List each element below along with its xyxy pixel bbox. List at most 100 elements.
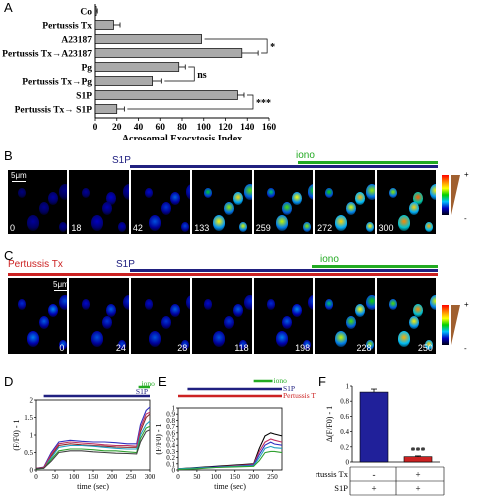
x-tick-label: 0 [34,473,38,481]
y-tick-label-f: 0.8 [340,398,349,406]
cell-spot [160,202,171,215]
s1p-bar-c [130,269,438,272]
scale-minus-b: - [464,214,467,223]
image-frame: 24 [69,278,131,354]
bar [94,76,153,86]
time-label: 133 [194,223,210,233]
cell-spot [398,215,411,231]
cell-spot [334,215,347,231]
cell-spot [266,299,275,310]
cell-spot [145,299,154,310]
significance-bracket [204,38,268,54]
bar [94,90,238,100]
iono-label-e: iono [274,376,288,385]
cell-spot [429,184,436,200]
cell-spot [59,222,68,233]
significance-f: *** [411,446,426,457]
iono-bar-c [312,265,438,268]
cell-spot [276,331,289,348]
y-tick-label: 0.2 [166,454,175,462]
cell-spot [145,188,154,199]
time-label: 28 [177,343,188,353]
data-series [35,429,151,470]
y-tick-label: 1 [172,405,176,413]
time-label: 118 [234,343,249,353]
x-axis-label: time (sec) [214,482,246,491]
cell-spot [345,316,356,329]
cell-spot [424,339,433,351]
cell-spot [291,192,302,205]
cell-spot [149,215,162,231]
x-tick-label-a: 60 [156,123,166,133]
cell-spot [409,202,420,215]
cell-spot [276,215,289,231]
cell-spot [203,299,212,310]
y-tick-label-f: 1 [346,383,350,391]
cell-spot [224,202,234,215]
cell-spot [413,304,424,318]
cell-spot [424,222,433,233]
image-frame: 0 [8,170,70,234]
time-label: 228 [356,343,372,353]
x-tick-label: 200 [107,473,118,481]
cell-spot [366,339,375,351]
image-frame: 0 [8,278,70,354]
image-frame: 28 [130,278,193,354]
table-cell: + [415,484,420,494]
x-tick-label: 100 [69,473,80,481]
image-frame: 228 [315,278,377,354]
ptx-label-e: Pertussis Tx [283,391,316,400]
cell-spot [47,304,58,318]
s1p-label-e: S1P [283,384,295,393]
cell-spot [233,304,244,318]
ptx-bar-c [8,273,438,276]
cell-spot [345,202,356,215]
image-strip-b: 0 18 42 133 259 272 300 [8,170,438,234]
bar [94,20,114,30]
time-label: 18 [71,223,82,233]
y-tick-label: 1.5 [24,414,33,422]
x-tick-label-a: 0 [93,123,98,133]
x-tick-label-a: 20 [112,123,122,133]
cell-spot [102,202,113,215]
cell-spot [106,192,117,205]
cell-spot [160,316,171,329]
x-tick-label: 150 [229,473,240,481]
y-axis-label-f: Δ(F/F0) - 1 [325,406,334,442]
bar-f [359,391,389,463]
cell-spot [388,299,397,310]
x-tick-label: 150 [88,473,99,481]
cell-spot [27,331,40,348]
cell-spot [149,331,162,348]
cell-spot [212,331,225,348]
y-axis-label: (F/F0) - 1 [156,423,163,454]
y-tick-label: 0 [30,467,34,475]
cell-spot [59,184,68,200]
time-label: 24 [115,343,126,353]
cell-spot [244,294,252,311]
panel-label-a: A [4,0,13,15]
category-label: Co [80,8,92,18]
cell-spot [169,304,180,318]
image-frame: 118 [192,278,254,354]
significance-bracket [127,94,254,110]
table-row-label: S1P [334,483,348,493]
cell-spot [169,192,180,205]
x-tick-label: 200 [248,473,259,481]
data-series [35,413,151,469]
cell-spot [38,316,49,329]
category-label: Pg [81,64,92,74]
x-tick-label: 50 [52,473,60,481]
cell-spot [81,299,90,310]
bar [94,48,243,58]
cell-spot [429,294,436,311]
image-frame: 133 [192,170,254,234]
time-label: 0 [59,343,65,353]
cell-spot [398,331,411,348]
cell-spot [186,184,191,200]
cell-spot [302,222,311,233]
scale-minus-c: - [464,344,467,353]
category-label: Pertussis Tx→A23187 [2,50,92,60]
y-tick-label: 0.5 [24,449,33,457]
cell-spot [307,294,314,311]
